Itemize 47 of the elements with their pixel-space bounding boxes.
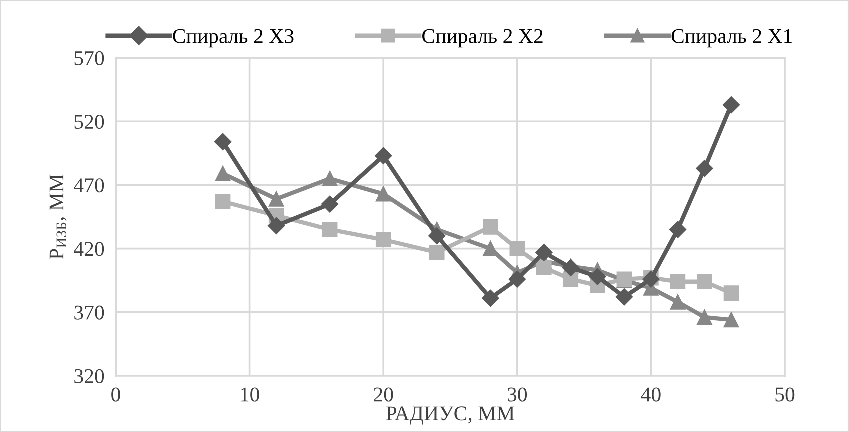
point <box>483 220 498 235</box>
point <box>375 147 392 164</box>
y-tick-label: 520 <box>74 114 104 130</box>
point <box>589 268 606 286</box>
point <box>376 232 392 248</box>
point <box>376 186 392 202</box>
point <box>322 196 339 213</box>
point <box>268 192 284 207</box>
point <box>508 270 526 288</box>
point <box>322 171 338 186</box>
y-tick-label: 320 <box>74 369 104 384</box>
point <box>215 166 231 182</box>
x-tick-label: 40 <box>641 388 661 402</box>
legend-label: Спираль 2 X2 <box>422 29 543 48</box>
point <box>670 274 686 290</box>
point <box>429 244 445 260</box>
point <box>510 241 526 256</box>
point <box>670 294 686 310</box>
x-tick-label: 10 <box>241 388 260 402</box>
y-tick-label: 470 <box>74 178 104 193</box>
point <box>616 288 633 306</box>
x-tick-label: 30 <box>508 388 528 402</box>
point <box>428 228 446 245</box>
point <box>268 217 286 234</box>
point <box>322 222 338 238</box>
legend-label: Спираль 2 X3 <box>173 29 294 48</box>
y-tick-label: 370 <box>74 306 104 320</box>
point <box>536 260 552 276</box>
point <box>697 274 712 290</box>
x-tick-label: 20 <box>374 388 394 402</box>
point <box>214 133 232 151</box>
y-axis-title: Р$_{ИЗБ}$, ММ <box>50 174 67 260</box>
point <box>722 96 740 114</box>
y-tick-label: 420 <box>74 242 104 256</box>
point <box>669 221 687 238</box>
point <box>215 194 231 210</box>
point <box>724 312 740 328</box>
point <box>482 290 500 307</box>
x-axis-title: РАДИУС, ММ <box>386 406 515 425</box>
point <box>696 160 714 178</box>
point <box>724 286 740 301</box>
x-tick-label: 0 <box>112 388 120 402</box>
y-tick-label: 570 <box>74 51 104 66</box>
x-tick-label: 50 <box>776 388 795 402</box>
legend-label: Спираль 2 X1 <box>672 29 792 48</box>
point <box>697 310 712 326</box>
point <box>536 244 553 262</box>
